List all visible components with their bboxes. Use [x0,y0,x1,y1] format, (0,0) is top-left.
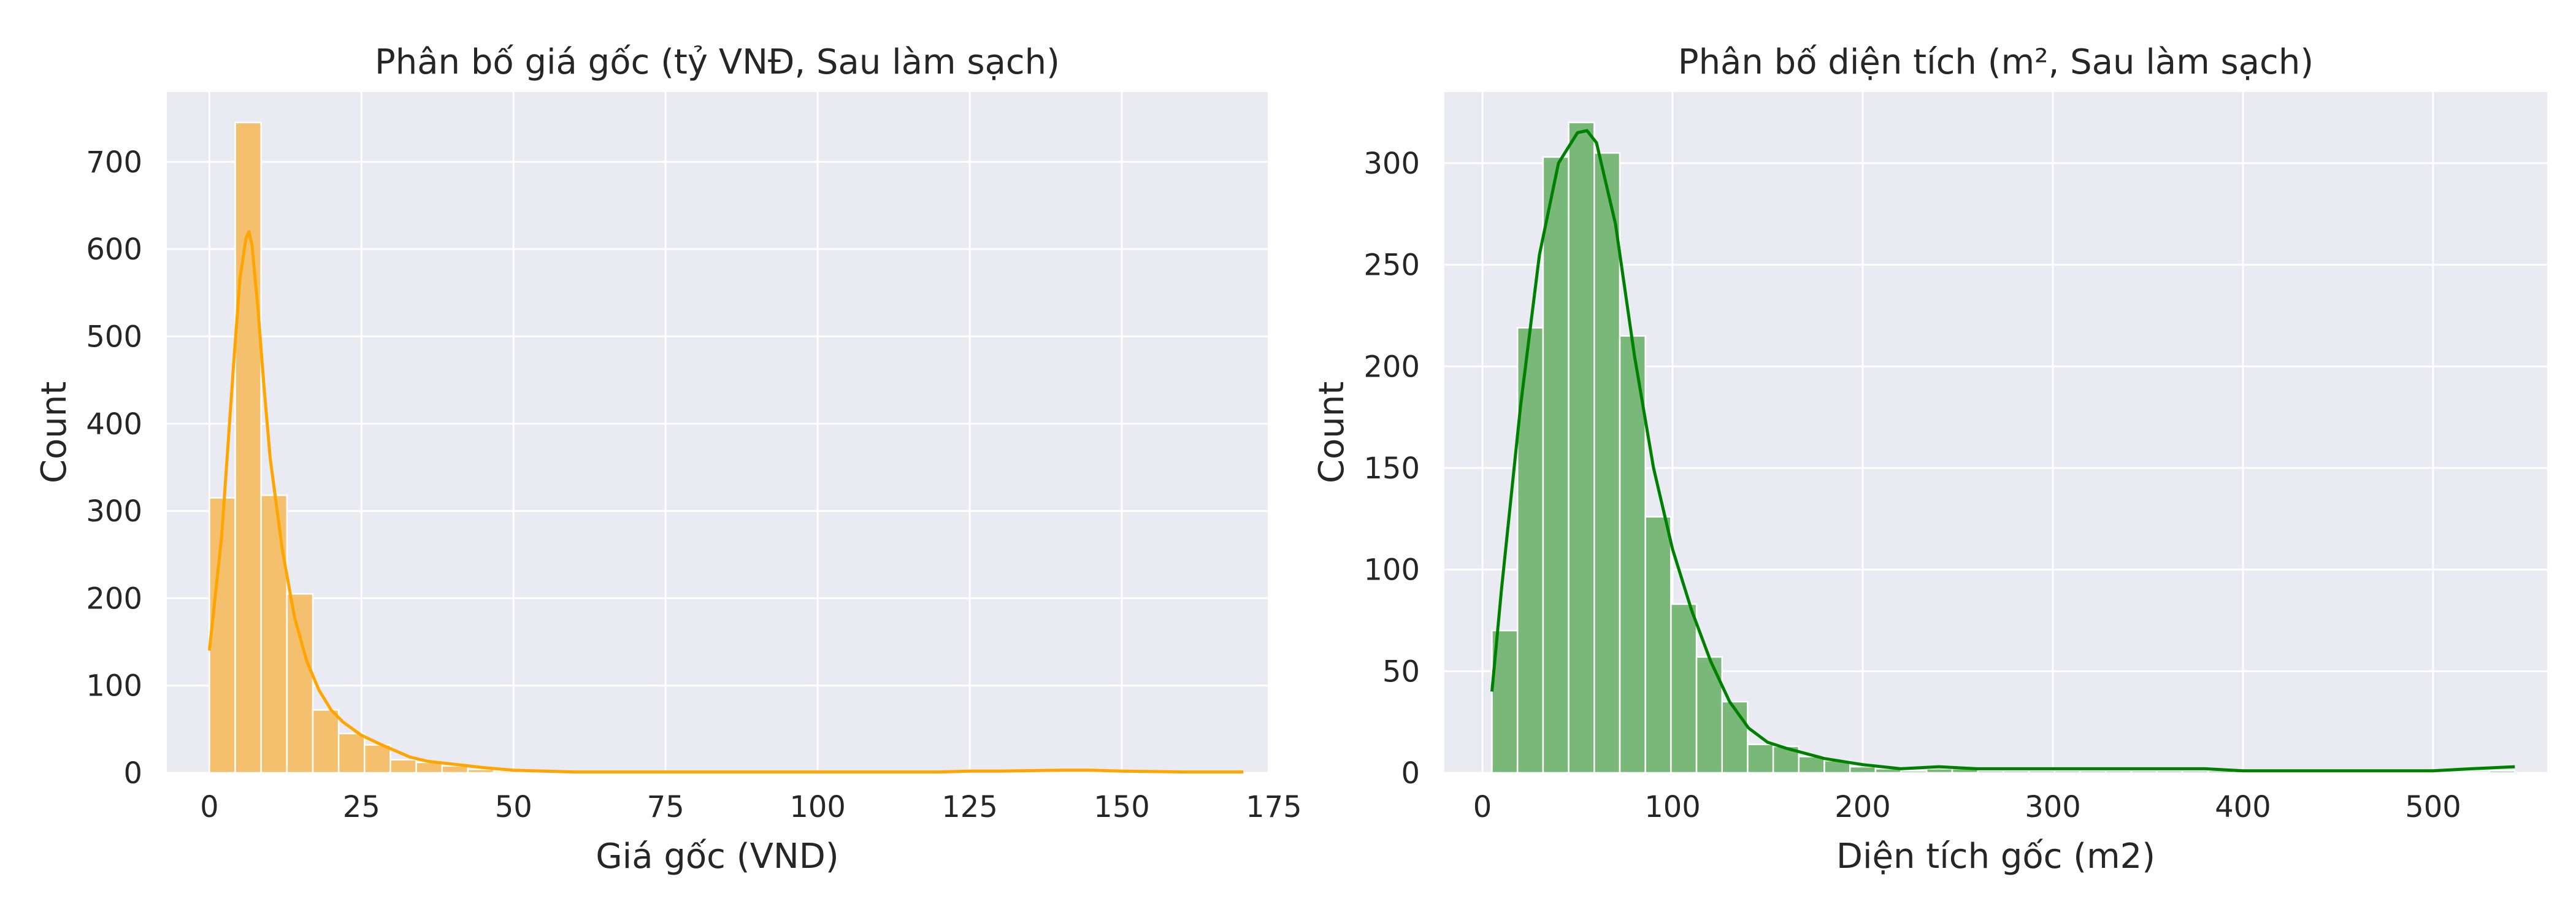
histogram-bar [1721,700,1749,774]
y-tick-labels: 0 50 100 150 200 250 300 [1363,147,1420,791]
y-tick-label: 0 [1401,756,1420,791]
y-axis-label: Count [1312,381,1352,483]
histogram-bar [1977,770,2004,774]
histogram-bar [312,709,340,774]
gridlines [167,92,1275,774]
x-tick-label: 175 [1246,790,1302,824]
y-tick-label: 600 [86,232,142,267]
x-tick-label: 200 [1834,790,1891,824]
chart-title: Phân bố diện tích (m², Sau làm sạch) [1678,42,2313,82]
x-tick-label: 0 [1473,790,1492,824]
x-tick-label: 500 [2405,790,2461,824]
kde-line [207,230,1244,774]
y-tick-label: 50 [1382,654,1420,689]
histogram-bar [286,593,314,774]
x-tick-label: 150 [1094,790,1150,824]
histogram-bar [2130,770,2158,774]
y-tick-label: 100 [86,669,142,703]
histogram-bar [1644,516,1672,774]
y-tick-label: 200 [1363,350,1420,384]
histogram-bar [337,732,366,774]
y-tick-label: 300 [86,494,142,529]
plot-area [167,92,1268,773]
y-tick-label: 400 [86,407,142,442]
histogram-bar [2156,770,2183,774]
kde-line [1490,129,2515,773]
histogram-bar [1593,152,1621,774]
x-tick-label: 25 [343,790,380,824]
x-tick-label: 100 [789,790,846,824]
histogram-bar [1849,765,1877,774]
y-tick-labels: 0 100 200 300 400 500 600 700 [86,145,142,791]
histogram-bar [1670,603,1698,774]
histogram-bar [1542,156,1570,774]
histogram-bar [1619,335,1646,774]
histogram-bar [467,769,495,774]
histogram-bar [1747,743,1774,774]
y-axis-label: Count [34,381,74,483]
y-tick-label: 0 [123,756,142,791]
x-tick-label: 300 [2025,790,2081,824]
x-tick-label: 50 [495,790,532,824]
histogram-bar [234,121,262,774]
histogram-bar [2182,770,2209,774]
histogram-bar [389,759,417,774]
y-tick-label: 300 [1363,147,1420,181]
histogram-bar [2053,770,2081,774]
x-tick-label: 125 [941,790,998,824]
histogram-bar [1568,121,1595,774]
x-axis-label: Diện tích gốc (m2) [1836,837,2155,876]
histogram-bar [1926,768,1953,774]
area-histogram-panel: 0 100 200 300 400 500 0 50 100 150 200 250 300 Phân… [1312,42,2547,876]
x-tick-label: 0 [200,790,219,824]
price-histogram-panel: 0 25 50 75 100 125 150 175 0 100 200 300 400 500 600 7… [34,42,1302,876]
chart-title: Phân bố giá gốc (tỷ VNĐ, Sau làm sạch) [375,42,1060,82]
histogram-bar [260,494,288,774]
x-tick-label: 100 [1644,790,1701,824]
histogram-bar [364,744,391,774]
x-axis-label: Giá gốc (VND) [596,837,838,876]
histogram-bar [2028,770,2056,774]
x-tick-label: 75 [647,790,684,824]
x-tick-labels: 0 25 50 75 100 125 150 175 [200,790,1302,824]
x-tick-labels: 0 100 200 300 400 500 [1473,790,2461,824]
y-tick-label: 700 [86,145,142,180]
y-tick-label: 200 [86,581,142,616]
x-tick-label: 400 [2215,790,2271,824]
y-tick-label: 250 [1363,248,1420,283]
histogram-bar [209,497,236,774]
histogram-bar [2079,770,2107,774]
y-tick-label: 500 [86,320,142,354]
histogram-bar [2488,770,2516,774]
histogram-bar [2003,770,2030,774]
histogram-bar [1900,770,1928,774]
y-tick-label: 100 [1363,553,1420,588]
histogram-bar [2104,770,2133,774]
y-tick-label: 150 [1363,451,1420,486]
